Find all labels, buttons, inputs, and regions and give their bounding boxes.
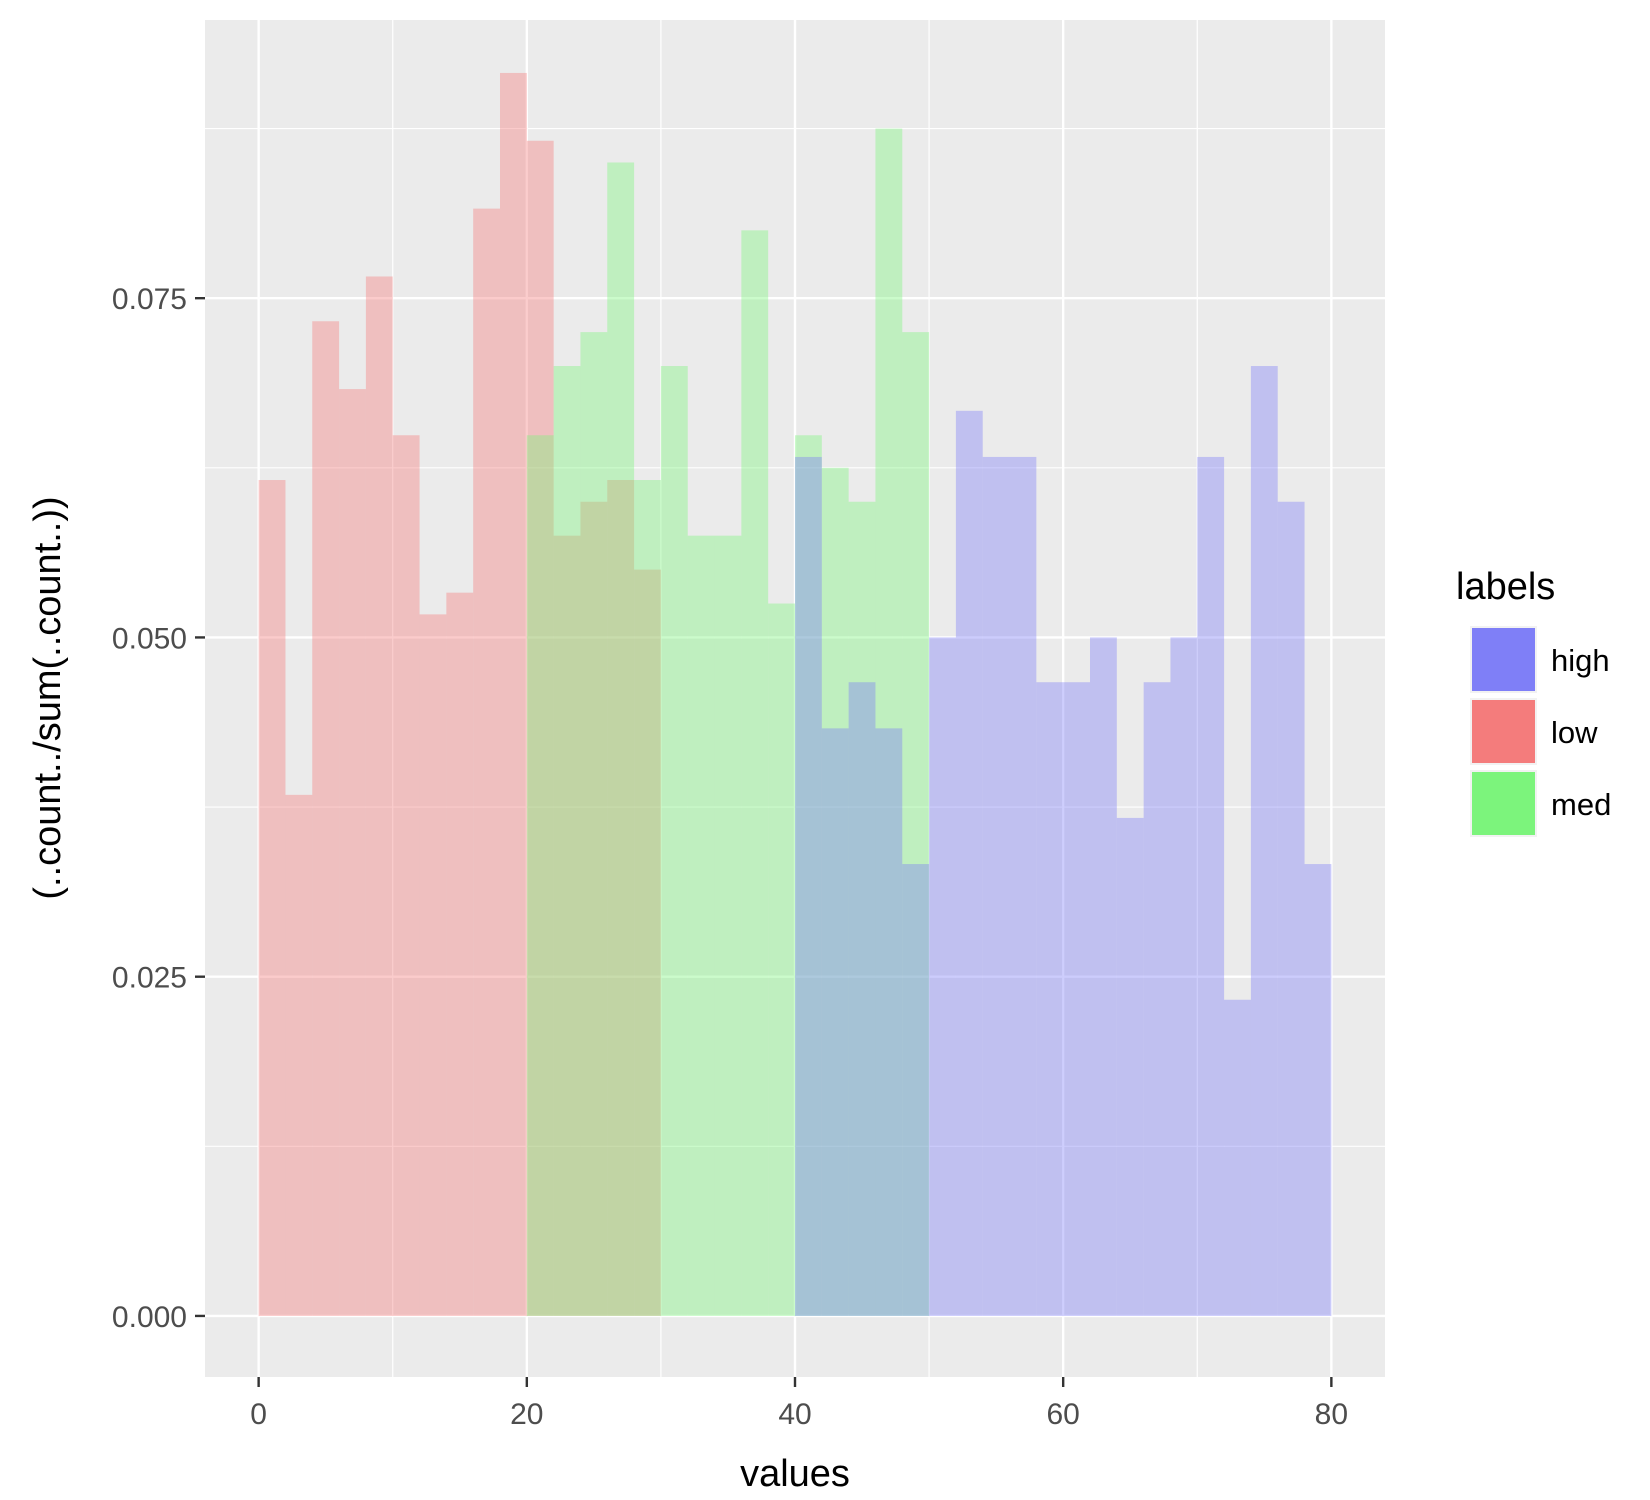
legend-label-high: high — [1551, 643, 1610, 678]
legend-swatch-low — [1472, 700, 1535, 763]
bar-high — [982, 456, 1010, 1316]
bar-low — [473, 208, 500, 1316]
y-tick-label: 0.025 — [112, 962, 187, 995]
bar-med — [607, 162, 635, 1316]
bar-low — [258, 480, 286, 1316]
series-med — [526, 128, 930, 1316]
x-axis-title: values — [740, 1453, 850, 1495]
bar-high — [1277, 501, 1305, 1316]
axis-tick-labels: 0 20 40 60 80 0.000 0.025 0.050 0.075 — [112, 283, 1348, 1431]
bar-low — [339, 389, 366, 1316]
series-high — [795, 366, 1332, 1316]
bar-med — [660, 366, 688, 1316]
bar-med — [848, 501, 876, 1316]
bar-med — [795, 435, 822, 1316]
bar-high — [875, 728, 903, 1316]
bar-high — [795, 456, 822, 1316]
bar-high — [1250, 366, 1278, 1316]
legend: labels high low med — [1456, 566, 1611, 837]
bar-high — [1009, 456, 1037, 1316]
legend-swatch-high — [1472, 628, 1535, 691]
x-tick-label: 40 — [778, 1398, 811, 1431]
bar-med — [821, 467, 849, 1316]
bar-med — [741, 230, 769, 1316]
bar-low — [285, 794, 313, 1316]
bar-high — [1304, 864, 1332, 1316]
y-tick-label: 0.050 — [112, 622, 187, 655]
bar-med — [634, 480, 661, 1316]
legend-label-med: med — [1551, 787, 1611, 822]
bar-med — [902, 332, 930, 1316]
legend-label-low: low — [1551, 715, 1598, 750]
bar-low — [365, 276, 393, 1316]
bar-low — [446, 592, 474, 1316]
bar-med — [875, 128, 903, 1316]
legend-title: labels — [1456, 566, 1555, 608]
bar-low — [553, 535, 581, 1316]
x-tick-label: 80 — [1315, 1398, 1348, 1431]
bar-high — [1090, 637, 1117, 1316]
axis-ticks — [195, 296, 1333, 1387]
series-low — [258, 72, 661, 1316]
bar-high — [821, 728, 849, 1316]
x-tick-label: 60 — [1046, 1398, 1079, 1431]
bar-med — [580, 332, 608, 1316]
bar-low — [607, 480, 635, 1316]
bar-low — [634, 569, 661, 1316]
bar-high — [1143, 682, 1171, 1316]
bar-high — [1224, 999, 1251, 1316]
y-tick-label: 0.000 — [112, 1301, 187, 1334]
bar-high — [1116, 817, 1144, 1316]
bar-high — [1197, 456, 1225, 1316]
bar-high — [1063, 682, 1090, 1316]
bar-high — [929, 637, 956, 1316]
y-tick-label: 0.075 — [112, 283, 187, 316]
bar-low — [580, 501, 608, 1316]
bar-high — [1036, 682, 1064, 1316]
bar-med — [768, 603, 795, 1316]
bar-med — [687, 535, 715, 1316]
legend-swatch-med — [1472, 772, 1535, 835]
bar-med — [553, 366, 581, 1316]
bar-high — [1170, 637, 1198, 1316]
major-gridlines — [205, 20, 1385, 1377]
bar-low — [419, 614, 447, 1316]
x-tick-label: 20 — [510, 1398, 543, 1431]
histogram-bars — [258, 72, 1332, 1316]
bar-low — [526, 140, 554, 1316]
x-tick-label: 0 — [250, 1398, 267, 1431]
bar-low — [392, 435, 420, 1316]
bar-med — [526, 435, 554, 1316]
bar-med — [714, 535, 742, 1316]
bar-high — [902, 864, 930, 1316]
y-axis-title: (..count../sum(..count..)) — [27, 496, 69, 899]
bar-high — [848, 682, 876, 1316]
bar-low — [312, 321, 340, 1316]
bar-low — [500, 72, 527, 1316]
bar-high — [955, 410, 983, 1316]
